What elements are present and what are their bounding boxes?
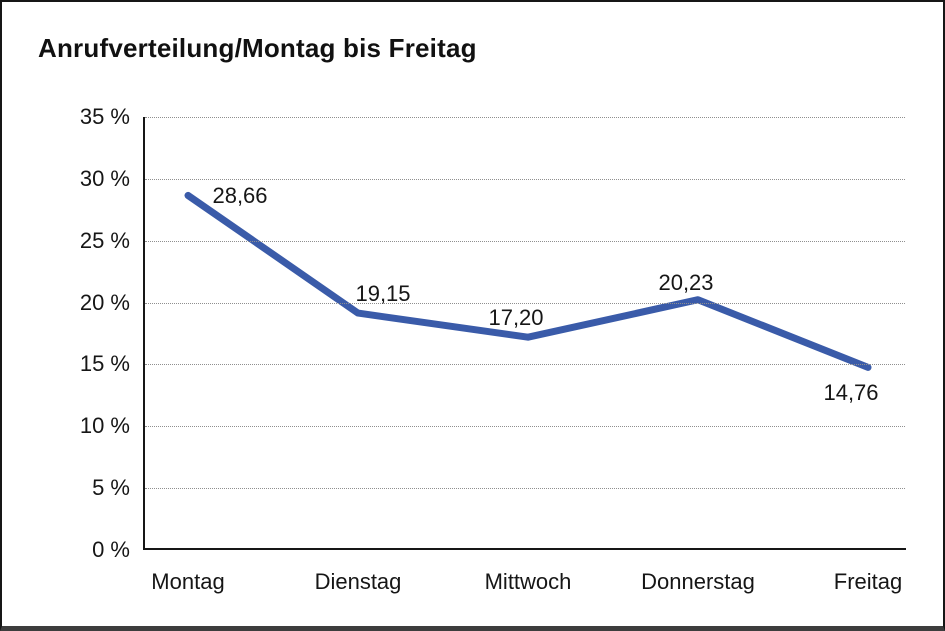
gridline-10 xyxy=(145,426,905,428)
gridline-25 xyxy=(145,240,905,242)
data-point-label: 28,66 xyxy=(212,183,268,209)
y-axis-tick-label: 30 % xyxy=(79,165,130,191)
chart-title: Anrufverteilung/Montag bis Freitag xyxy=(38,33,477,63)
y-axis-tick-label: 25 % xyxy=(79,227,130,253)
y-axis-tick-label: 20 % xyxy=(79,289,130,315)
y-axis-tick-label: 5 % xyxy=(92,475,130,501)
y-axis-tick-label: 15 % xyxy=(79,351,130,377)
y-axis-tick-label: 10 % xyxy=(79,413,130,439)
data-point-label: 20,23 xyxy=(658,269,714,295)
data-point-label: 14,76 xyxy=(823,380,879,406)
gridline-15 xyxy=(145,364,905,366)
gridline-35 xyxy=(145,117,905,118)
y-axis-tick-label: 0 % xyxy=(92,537,130,562)
y-axis-line xyxy=(143,117,145,550)
x-axis-line xyxy=(143,548,906,550)
data-point-label: 19,15 xyxy=(355,281,411,307)
gridline-20 xyxy=(145,302,905,304)
data-point-label: 17,20 xyxy=(488,305,544,331)
gridline-30 xyxy=(145,178,905,180)
x-axis-category-label: Donnerstag xyxy=(641,569,755,594)
x-axis-category-label: Freitag xyxy=(833,569,903,594)
x-axis-category-label: Montag xyxy=(151,569,225,594)
x-axis-category-label: Mittwoch xyxy=(484,569,572,594)
y-axis-tick-label: 35 % xyxy=(79,104,130,129)
x-axis-category-label: Dienstag xyxy=(314,569,402,594)
line-series xyxy=(184,191,872,371)
gridline-5 xyxy=(145,488,905,490)
